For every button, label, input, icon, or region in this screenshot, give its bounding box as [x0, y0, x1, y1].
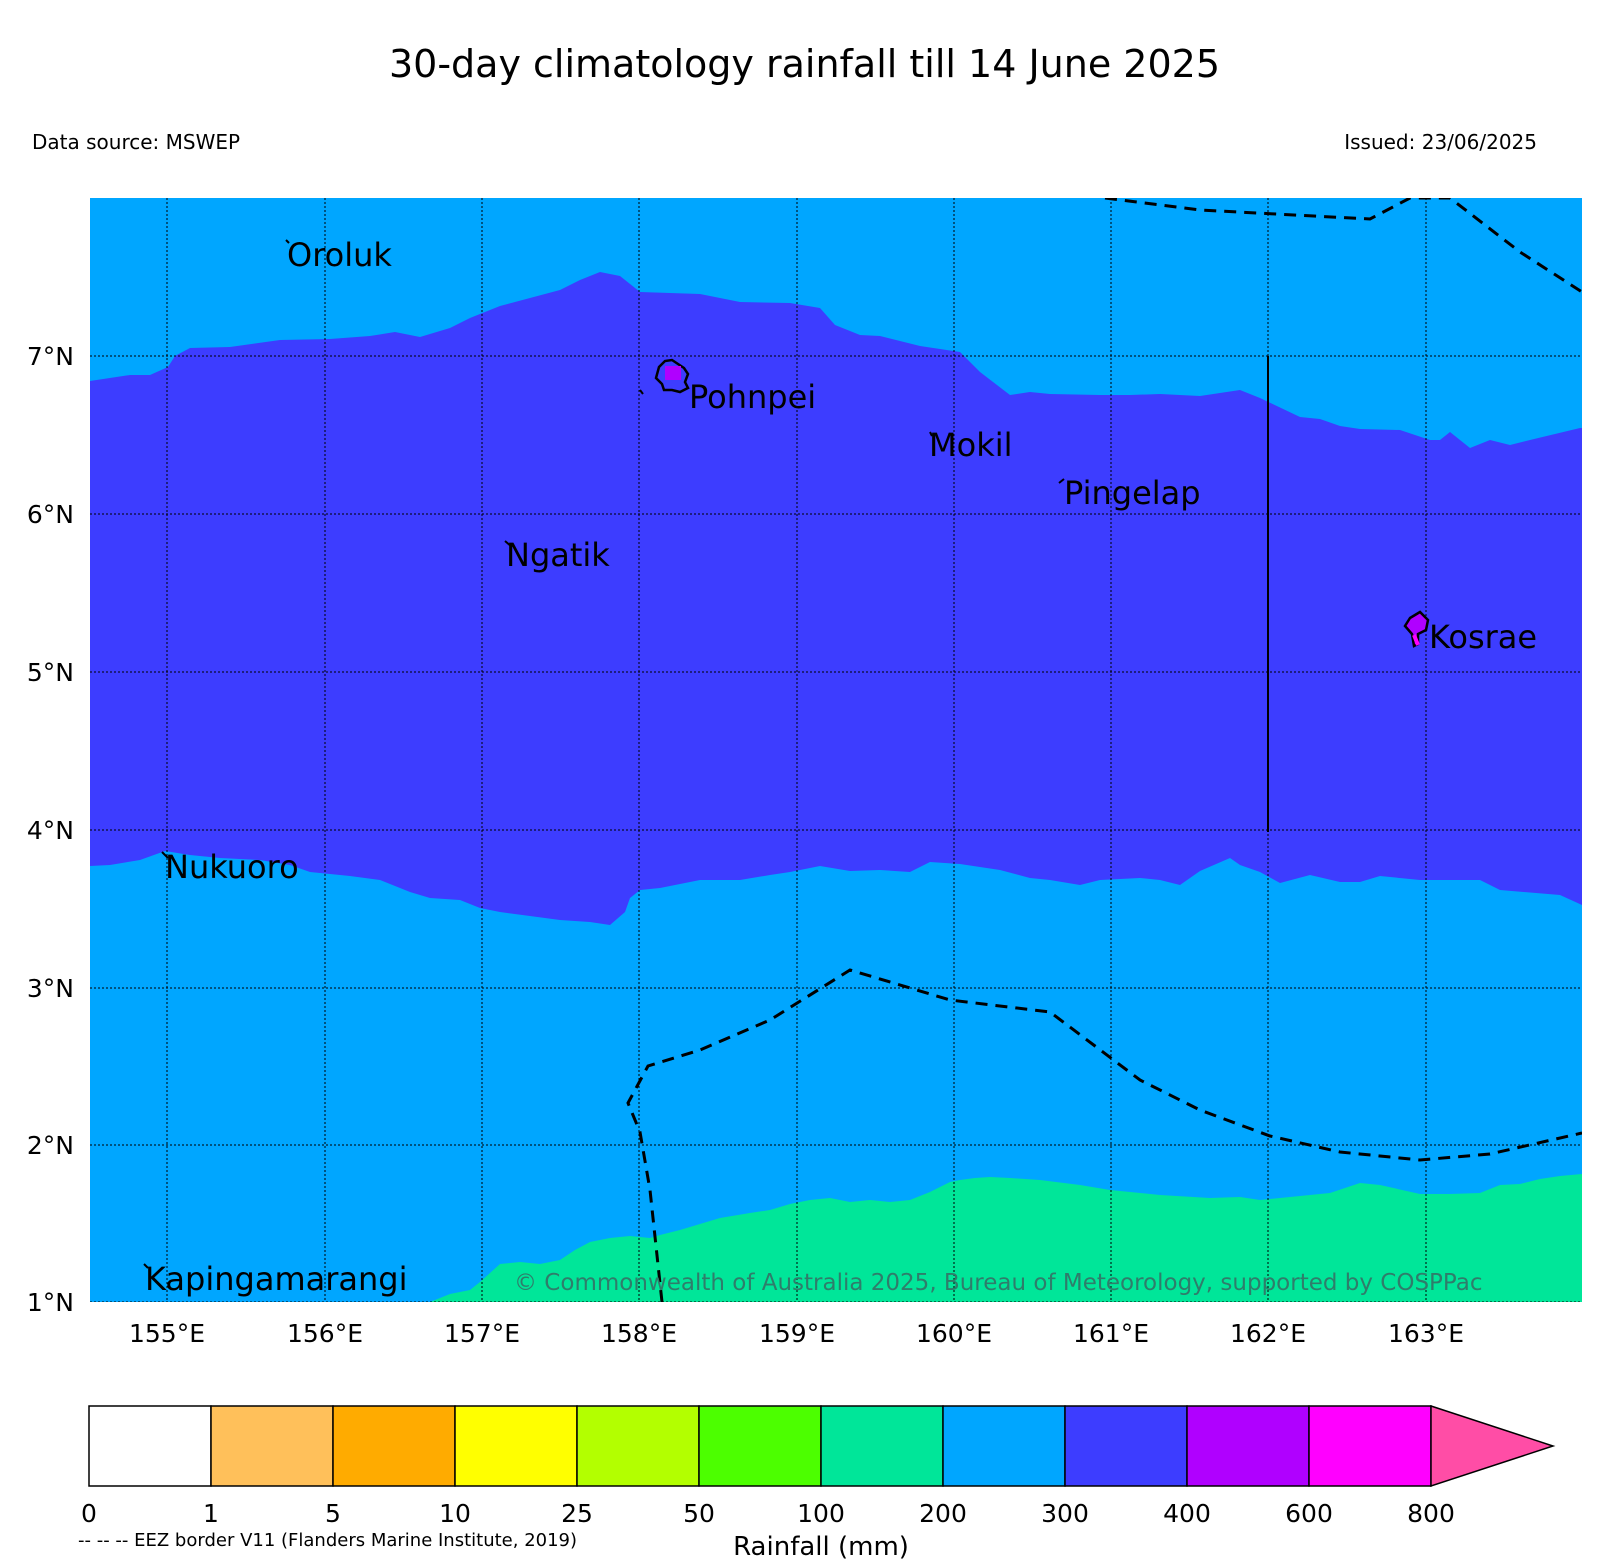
- lat-label-1n: 1°N: [27, 1288, 74, 1317]
- lat-label-3n: 3°N: [27, 974, 74, 1003]
- place-label-kapingamarangi: Kapingamarangi: [145, 1260, 407, 1298]
- colorbar-swatch-25-50: [576, 1405, 700, 1487]
- legend-tick-50: 50: [683, 1499, 715, 1528]
- lon-label-160e: 160°E: [916, 1319, 992, 1348]
- legend-tick-300: 300: [1041, 1499, 1089, 1528]
- lon-label-159e: 159°E: [759, 1319, 835, 1348]
- band-300-400: [90, 272, 1582, 925]
- lat-tick-labels: 7°N 6°N 5°N 4°N 3°N 2°N 1°N: [27, 342, 74, 1317]
- colorbar-swatch-1-5: [210, 1405, 334, 1487]
- legend-tick-5: 5: [325, 1499, 341, 1528]
- pohnpei-island: [639, 358, 690, 395]
- legend-tick-800: 800: [1407, 1499, 1455, 1528]
- map-title: 30-day climatology rainfall till 14 June…: [388, 42, 1221, 86]
- place-label-oroluk: Oroluk: [287, 236, 392, 274]
- place-label-pingelap: Pingelap: [1064, 474, 1201, 512]
- colorbar-extend-arrow: [1430, 1404, 1556, 1488]
- map-plot-area: Oroluk Pohnpei Mokil Pingelap Ngatik Kos…: [90, 198, 1582, 1302]
- issued-date: Issued: 23/06/2025: [1344, 130, 1537, 154]
- legend-label: Rainfall (mm): [733, 1532, 909, 1562]
- colorbar-swatch-300-400: [1064, 1405, 1188, 1487]
- atoll-marks: [143, 239, 1065, 1269]
- place-label-pohnpei: Pohnpei: [689, 378, 816, 416]
- legend-tick-200: 200: [919, 1499, 967, 1528]
- colorbar-swatch-100-200: [820, 1405, 944, 1487]
- place-label-ngatik: Ngatik: [506, 536, 610, 574]
- lon-tick-labels: 155°E 156°E 157°E 158°E 159°E 160°E 161°…: [129, 1319, 1464, 1348]
- legend-tick-25: 25: [561, 1499, 593, 1528]
- place-label-mokil: Mokil: [929, 426, 1013, 464]
- eez-border: [626, 198, 1582, 1302]
- legend-tick-10: 10: [439, 1499, 471, 1528]
- legend-tick-1: 1: [203, 1499, 219, 1528]
- legend-tick-0: 0: [81, 1499, 97, 1528]
- eez-note: -- -- -- EEZ border V11 (Flanders Marine…: [78, 1530, 578, 1551]
- place-label-kosrae: Kosrae: [1429, 618, 1537, 656]
- colorbar-swatch-400-600: [1186, 1405, 1310, 1487]
- lat-label-2n: 2°N: [27, 1131, 74, 1160]
- lon-label-163e: 163°E: [1388, 1319, 1464, 1348]
- colorbar-swatch-200-300: [942, 1405, 1066, 1487]
- colorbar-swatch-5-10: [332, 1405, 456, 1487]
- lon-label-158e: 158°E: [601, 1319, 677, 1348]
- kosrae-island: [1403, 610, 1430, 648]
- graticule: [90, 198, 1582, 1302]
- lat-label-4n: 4°N: [27, 816, 74, 845]
- lat-label-7n: 7°N: [27, 342, 74, 371]
- legend-tick-100: 100: [797, 1499, 845, 1528]
- place-label-nukuoro: Nukuoro: [165, 848, 299, 886]
- lon-label-155e: 155°E: [129, 1319, 205, 1348]
- lat-label-6n: 6°N: [27, 500, 74, 529]
- colorbar-swatch-50-100: [698, 1405, 822, 1487]
- lon-label-156e: 156°E: [287, 1319, 363, 1348]
- lon-label-161e: 161°E: [1073, 1319, 1149, 1348]
- colorbar: 0 1 5 10 25 50 100 200 300 400 600 800 R…: [81, 1404, 1556, 1562]
- lat-label-5n: 5°N: [27, 658, 74, 687]
- legend-tick-600: 600: [1285, 1499, 1333, 1528]
- copyright-text: © Commonwealth of Australia 2025, Bureau…: [514, 1270, 1483, 1296]
- lon-label-162e: 162°E: [1230, 1319, 1306, 1348]
- colorbar-swatch-600-800: [1308, 1405, 1432, 1487]
- data-source: Data source: MSWEP: [32, 130, 241, 154]
- colorbar-swatch-10-25: [454, 1405, 578, 1487]
- legend-tick-400: 400: [1163, 1499, 1211, 1528]
- band-100-200: [430, 1174, 1582, 1302]
- lon-label-157e: 157°E: [444, 1319, 520, 1348]
- colorbar-swatch-0-1: [88, 1405, 212, 1487]
